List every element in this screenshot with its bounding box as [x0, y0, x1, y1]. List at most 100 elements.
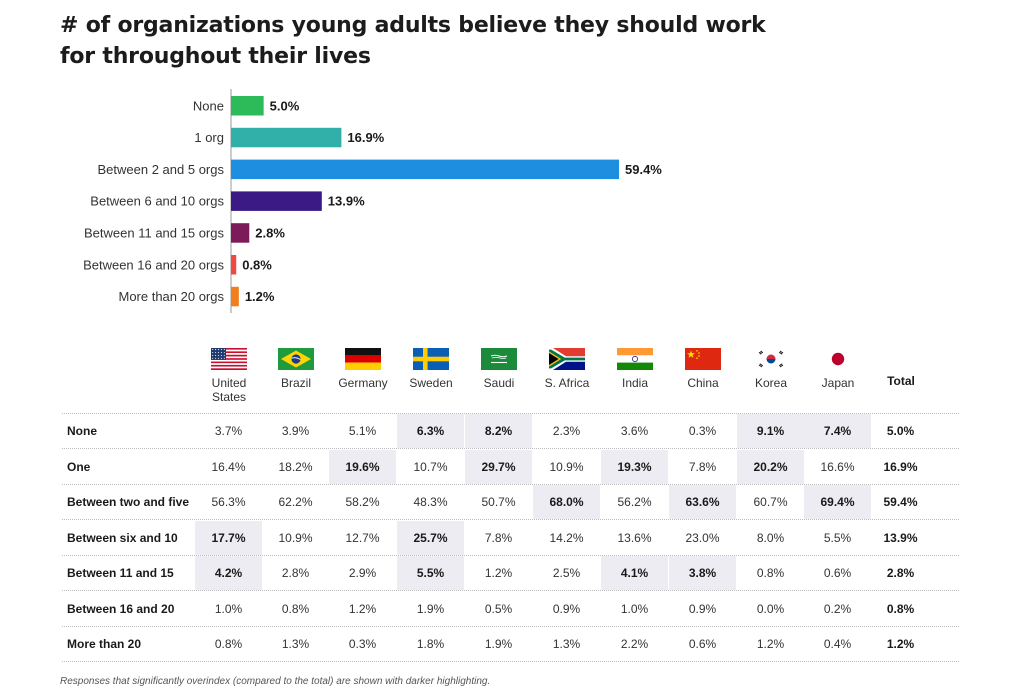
table-cell: 1.9%	[484, 637, 513, 651]
bar-3	[231, 159, 619, 180]
bar-value-label: 0.8%	[242, 257, 272, 272]
table-cell: 69.4%	[804, 485, 871, 519]
country-header: Japan	[804, 348, 872, 390]
sweden-flag-icon	[397, 348, 465, 370]
table-cell: 19.6%	[329, 449, 396, 484]
table-cell: 1.0%	[620, 601, 649, 616]
table-cell: 0.9%	[552, 601, 581, 616]
table-cell: 5.5%	[823, 530, 852, 545]
table-cell: 3.6%	[620, 424, 649, 438]
country-name: Korea	[754, 376, 788, 390]
table-cell: 12.7%	[345, 530, 380, 545]
table-cell: 0.6%	[823, 566, 852, 580]
table-cell: 48.3%	[413, 495, 448, 509]
country-header: S. Africa	[533, 348, 601, 390]
table-cell: 16.6%	[820, 459, 855, 474]
table-cell: 1.0%	[214, 601, 243, 616]
table-cell: 13.6%	[617, 530, 652, 545]
table-row: Between 16 and 20 1.0% 0.8% 1.2% 1.9% 0.5% 0.9…	[62, 592, 959, 627]
table-cell: 2.9%	[348, 566, 377, 580]
table-cell: 2.8%	[281, 566, 310, 580]
country-header: Sweden	[397, 348, 465, 390]
table-top-divider	[62, 413, 959, 414]
bar-value-label: 59.4%	[625, 162, 662, 177]
saudi-flag-icon	[465, 348, 533, 370]
bar-category-label: More than 20 orgs	[118, 289, 224, 304]
table-cell: 17.7%	[195, 520, 262, 555]
china-flag-icon	[669, 348, 737, 370]
bar-category-label: Between 6 and 10 orgs	[90, 194, 224, 209]
bar-4	[231, 191, 322, 211]
table-cell: 29.7%	[465, 449, 532, 484]
table-cell: 0.4%	[823, 637, 852, 651]
bar-value-label: 13.9%	[328, 194, 365, 209]
table-cell: 0.3%	[348, 637, 377, 651]
table-cell: 63.6%	[669, 485, 736, 519]
country-name: Germany	[338, 376, 388, 390]
us-flag-icon	[195, 348, 263, 370]
title-line-2: for throughout their lives	[60, 44, 371, 69]
table-cell: 20.2%	[737, 449, 804, 484]
table-cell: 1.2%	[756, 637, 785, 651]
bar-value-label: 5.0%	[270, 98, 300, 113]
table-cell: 5.5%	[397, 556, 464, 590]
brazil-flag-icon	[262, 348, 330, 370]
table-cell: 8.2%	[465, 414, 532, 448]
table-cell: 0.8%	[281, 601, 310, 616]
table-cell: 56.2%	[617, 495, 652, 509]
table-cell: 10.9%	[549, 459, 584, 474]
row-label: One	[67, 459, 91, 474]
table-cell: 0.8%	[756, 566, 785, 580]
table-cell: 1.2%	[484, 566, 513, 580]
table-cell: 23.0%	[685, 530, 720, 545]
table-cell: 5.1%	[348, 424, 377, 438]
country-header: United States	[195, 348, 263, 404]
table-cell: 2.3%	[552, 424, 581, 438]
table-row: Between two and five 56.3% 62.2% 58.2% 48.3%…	[62, 485, 959, 520]
table-cell: 1.3%	[552, 637, 581, 651]
table-cell: 16.4%	[211, 459, 246, 474]
row-label: Between six and 10	[67, 530, 178, 545]
total-cell: 16.9%	[883, 459, 918, 474]
title-line-1: # of organizations young adults believe …	[60, 13, 766, 38]
table-cell: 3.8%	[669, 556, 736, 590]
total-cell: 0.8%	[886, 601, 915, 616]
bar-7	[231, 286, 239, 307]
country-name: S. Africa	[544, 376, 590, 390]
bar-category-label: None	[193, 98, 224, 113]
bar-category-label: 1 org	[194, 130, 224, 145]
country-name: Japan	[821, 376, 855, 390]
table-cell: 6.3%	[397, 414, 464, 448]
table-cell: 10.9%	[278, 530, 313, 545]
total-header: Total	[887, 374, 915, 388]
table-cell: 0.2%	[823, 601, 852, 616]
total-cell: 13.9%	[883, 530, 918, 545]
country-name: United States	[211, 376, 247, 404]
bar-6	[231, 255, 237, 275]
country-header: Brazil	[262, 348, 330, 390]
table-cell: 3.9%	[281, 424, 310, 438]
table-cell: 1.9%	[416, 601, 445, 616]
table-cell: 1.3%	[281, 637, 310, 651]
table-cell: 50.7%	[481, 495, 516, 509]
footnote: Responses that significantly overindex (…	[60, 676, 491, 687]
india-flag-icon	[601, 348, 669, 370]
country-header: India	[601, 348, 669, 390]
south-africa-flag-icon	[533, 348, 601, 370]
country-header: Korea	[737, 348, 805, 390]
table-row: One 16.4% 18.2% 19.6% 10.7% 29.7% 10.9% 19.3% 7.…	[62, 449, 959, 485]
table-row: More than 20 0.8% 1.3% 0.3% 1.8% 1.9% 1.3% 2.2%…	[62, 627, 959, 662]
bar-category-label: Between 2 and 5 orgs	[98, 162, 225, 177]
bar-value-label: 16.9%	[347, 130, 384, 145]
table-cell: 0.9%	[688, 601, 717, 616]
total-cell: 59.4%	[883, 495, 918, 509]
total-cell: 5.0%	[886, 424, 915, 438]
country-name: Brazil	[280, 376, 311, 390]
table-cell: 25.7%	[397, 520, 464, 555]
table-cell: 4.2%	[195, 556, 262, 590]
chart-title: # of organizations young adults believe …	[60, 10, 766, 72]
germany-flag-icon	[329, 348, 397, 370]
table-cell: 0.0%	[756, 601, 785, 616]
table-cell: 10.7%	[413, 459, 448, 474]
bar-2	[231, 127, 342, 148]
